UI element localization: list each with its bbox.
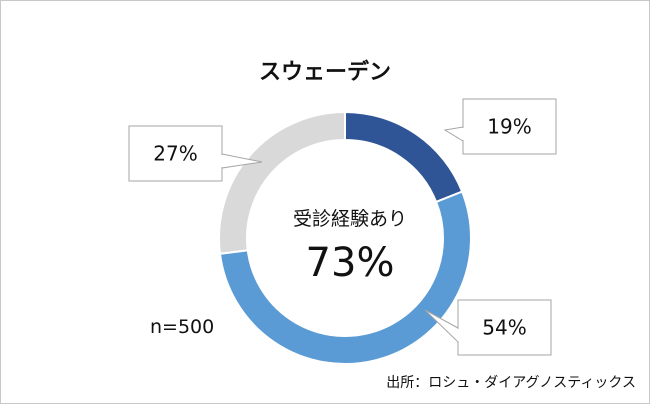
source-note: 出所：ロシュ・ダイアグノスティックス: [386, 375, 636, 391]
slice-percent-label: 54%: [482, 316, 526, 340]
center-value: 73%: [305, 240, 395, 286]
donut-slice-3: [218, 110, 346, 255]
callout-box: [457, 299, 552, 356]
callout-pointer: [443, 126, 464, 142]
callout-2: 54%: [424, 299, 552, 356]
slice-percent-label: 27%: [153, 142, 197, 166]
sample-size-label: n=500: [150, 316, 215, 338]
center-label: 受診経験あり: [292, 208, 407, 230]
callout-3: 27%: [128, 125, 263, 182]
donut-slice-1: [344, 110, 464, 204]
donut-slice-2: [218, 190, 472, 365]
slice-percent-label: 19%: [487, 115, 531, 139]
callout-1: 19%: [443, 98, 557, 155]
chart-title: スウェーデン: [258, 60, 391, 85]
callout-box: [128, 125, 223, 182]
callout-box: [462, 98, 557, 155]
